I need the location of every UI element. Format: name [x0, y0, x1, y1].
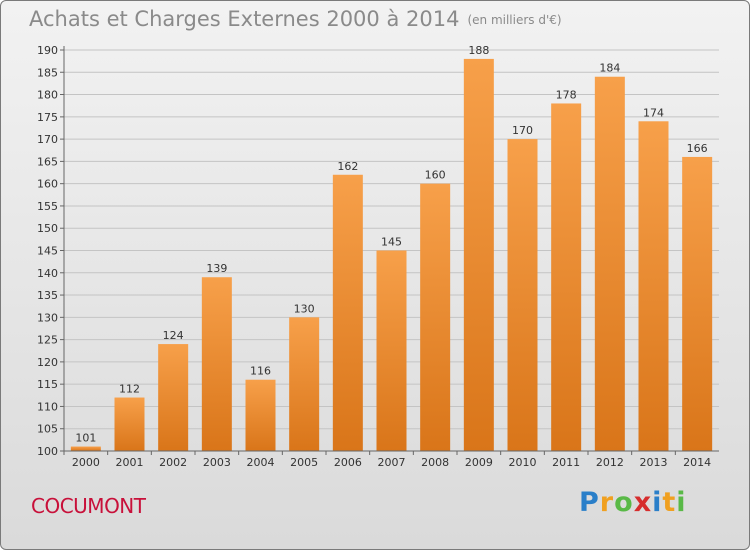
bar-value-label: 160: [425, 169, 446, 182]
x-tick-label: 2001: [116, 456, 144, 469]
chart-title-text: Achats et Charges Externes 2000 à 2014: [29, 7, 460, 31]
bar: [70, 446, 101, 451]
x-tick-label: 2002: [159, 456, 187, 469]
bar: [638, 121, 669, 452]
commune-name: COCUMONT: [31, 494, 146, 518]
bar-value-label: 112: [119, 383, 140, 396]
x-tick-label: 2005: [290, 456, 318, 469]
y-tick-label: 130: [37, 311, 58, 324]
bar-value-label: 174: [643, 106, 664, 119]
y-tick-label: 125: [37, 334, 58, 347]
y-tick-label: 140: [37, 267, 58, 280]
x-tick-label: 2006: [334, 456, 362, 469]
bar-value-label: 101: [75, 432, 96, 445]
y-tick-label: 175: [37, 111, 58, 124]
bar-value-label: 188: [468, 44, 489, 57]
bar: [158, 344, 189, 451]
y-tick-label: 110: [37, 400, 58, 413]
x-tick-label: 2007: [378, 456, 406, 469]
bar: [289, 317, 320, 451]
chart-unit: (en milliers d'€): [467, 13, 562, 27]
y-tick-label: 160: [37, 178, 58, 191]
bar: [551, 103, 582, 451]
proxiti-logo: Proxiti: [579, 487, 687, 518]
bar: [682, 156, 713, 451]
y-tick-label: 165: [37, 155, 58, 168]
bar-value-label: 178: [556, 88, 577, 101]
y-tick-label: 170: [37, 133, 58, 146]
bar: [594, 76, 625, 451]
x-tick-label: 2010: [509, 456, 537, 469]
x-tick-label: 2009: [465, 456, 493, 469]
logo-letter: P: [579, 487, 600, 518]
y-tick-label: 185: [37, 66, 58, 79]
bar: [376, 250, 407, 451]
bar: [114, 397, 145, 451]
bar-value-label: 162: [337, 160, 358, 173]
y-tick-label: 145: [37, 245, 58, 258]
bar: [245, 379, 276, 451]
x-tick-label: 2004: [247, 456, 275, 469]
logo-letter: i: [652, 487, 663, 518]
y-tick-label: 120: [37, 356, 58, 369]
bar-value-label: 166: [687, 142, 708, 155]
logo-letter: i: [676, 487, 687, 518]
x-tick-label: 2012: [596, 456, 624, 469]
bar: [507, 139, 538, 451]
bar-value-label: 145: [381, 236, 402, 249]
bar-value-label: 116: [250, 365, 271, 378]
x-tick-label: 2008: [421, 456, 449, 469]
y-tick-label: 190: [37, 44, 58, 57]
bar: [332, 174, 363, 451]
bar-value-label: 184: [599, 62, 620, 75]
bars: 101 112 124 139 116 130 162 145 160 188 170 178 184 1…: [70, 44, 713, 452]
bar: [463, 58, 494, 452]
bar-value-label: 124: [163, 329, 184, 342]
chart-title: Achats et Charges Externes 2000 à 2014 (e…: [29, 7, 562, 31]
bar-value-label: 139: [206, 262, 227, 275]
y-tick-label: 135: [37, 289, 58, 302]
y-tick-label: 105: [37, 423, 58, 436]
y-tick-label: 180: [37, 89, 58, 102]
logo-letter: r: [599, 487, 615, 518]
logo-letter: x: [633, 487, 653, 518]
bar-value-label: 170: [512, 124, 533, 137]
y-tick-label: 100: [37, 445, 58, 458]
y-tick-label: 115: [37, 378, 58, 391]
logo-letter: t: [662, 487, 677, 518]
logo-letter: o: [614, 487, 634, 518]
x-tick-label: 2000: [72, 456, 100, 469]
x-tick-label: 2011: [552, 456, 580, 469]
x-tick-label: 2003: [203, 456, 231, 469]
y-tick-label: 155: [37, 200, 58, 213]
y-tick-label: 150: [37, 222, 58, 235]
x-tick-label: 2013: [640, 456, 668, 469]
x-tick-label: 2014: [683, 456, 711, 469]
bar-value-label: 130: [294, 302, 315, 315]
axes: 1001051101151201251301351401451501551601…: [37, 44, 719, 469]
bar: [420, 183, 451, 451]
bar: [201, 277, 232, 451]
